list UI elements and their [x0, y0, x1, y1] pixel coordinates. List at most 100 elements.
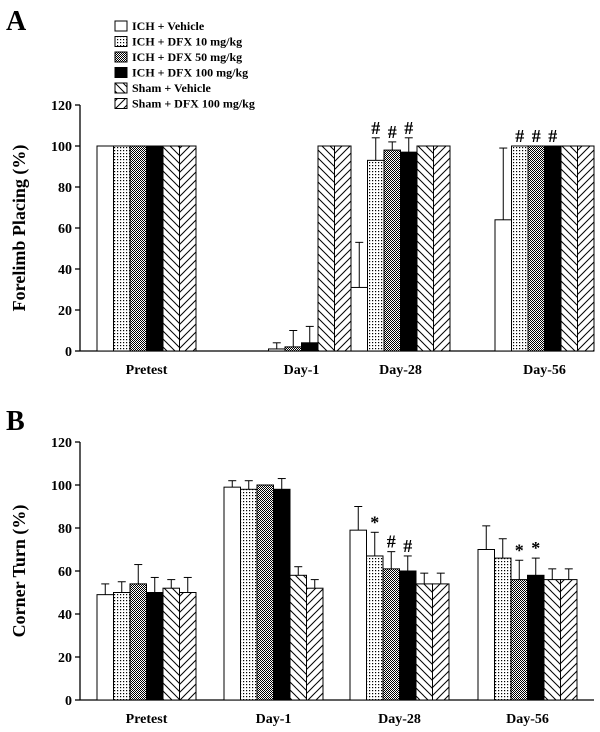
y-tick-label: 40: [58, 608, 72, 623]
bar: [510, 579, 528, 701]
bar: [350, 286, 368, 352]
bar: [162, 587, 180, 701]
bar: [96, 145, 114, 352]
y-tick-label: 40: [58, 263, 72, 278]
bar: [367, 159, 385, 352]
bar: [334, 145, 352, 352]
x-category-label: Day-1: [256, 712, 292, 727]
bar: [268, 348, 286, 352]
x-category-label: Day-1: [284, 363, 320, 378]
bar: [289, 574, 307, 701]
bar: [146, 145, 164, 352]
panel-b-letter: B: [6, 406, 25, 437]
bar: [301, 342, 319, 352]
bar: [494, 557, 512, 701]
bar: [544, 145, 562, 352]
legend-swatch: [114, 20, 128, 32]
bar: [256, 484, 274, 701]
y-tick-label: 60: [58, 565, 72, 580]
bar: [96, 594, 114, 701]
y-tick-label: 60: [58, 222, 72, 237]
y-axis-title: Corner Turn (%): [9, 505, 30, 638]
bar: [543, 579, 561, 701]
bar: [129, 145, 147, 352]
bar: [366, 555, 384, 701]
y-tick-label: 120: [51, 436, 72, 451]
significance-marker: #: [371, 118, 380, 138]
legend-swatch: [114, 82, 128, 94]
bar: [577, 145, 595, 352]
bar: [560, 579, 578, 701]
panel-b-chart: 0 20 40 60 80 100 120 Corner Turn (%) Pretest Day…: [9, 436, 594, 727]
bar: [383, 149, 401, 352]
bar: [560, 145, 578, 352]
legend-swatch: [114, 36, 128, 47]
bar: [399, 570, 417, 701]
bar: [527, 145, 545, 352]
x-category-label: Pretest: [126, 363, 168, 378]
y-tick-label: 120: [51, 99, 72, 114]
bar: [306, 587, 324, 701]
bar: [162, 145, 180, 352]
significance-marker: *: [531, 538, 540, 558]
significance-marker: #: [387, 532, 396, 552]
bar: [349, 529, 367, 701]
y-tick-label: 100: [51, 140, 72, 155]
bar: [223, 486, 241, 701]
bar: [273, 488, 291, 701]
x-category-label: Day-28: [378, 712, 421, 727]
significance-marker: #: [532, 126, 541, 146]
bar: [179, 592, 197, 701]
x-category-label: Pretest: [126, 712, 168, 727]
bar: [317, 145, 335, 352]
bar: [415, 583, 433, 701]
significance-marker: #: [515, 126, 524, 146]
bar: [433, 145, 451, 352]
panel-a-chart: 0 20 40 60 80 100 120 Forelimb Placing (%) Prete…: [9, 99, 595, 378]
significance-marker: #: [404, 118, 413, 138]
bar: [432, 583, 450, 701]
panel-a-letter: A: [6, 6, 27, 37]
bar: [511, 145, 529, 352]
bar: [416, 145, 434, 352]
bar: [284, 346, 302, 352]
legend-swatch: [114, 67, 128, 78]
bar: [113, 145, 131, 352]
bar: [400, 151, 418, 352]
x-category-label: Day-56: [506, 712, 549, 727]
y-tick-label: 0: [65, 694, 72, 709]
y-tick-label: 20: [58, 651, 72, 666]
y-tick-label: 100: [51, 479, 72, 494]
bar: [129, 583, 147, 701]
legend-label: ICH + DFX 10 mg/kg: [132, 35, 242, 49]
significance-marker: #: [388, 122, 397, 142]
significance-marker: *: [370, 512, 379, 532]
bar: [179, 145, 197, 352]
bar: [527, 574, 545, 701]
y-tick-label: 80: [58, 181, 72, 196]
bar: [113, 592, 131, 701]
legend-label: Sham + Vehicle: [132, 81, 212, 95]
x-category-label: Day-28: [379, 363, 422, 378]
x-category-label: Day-56: [523, 363, 566, 378]
legend-label: ICH + DFX 50 mg/kg: [132, 50, 242, 64]
bar: [477, 549, 495, 701]
y-tick-label: 20: [58, 304, 72, 319]
bar: [494, 219, 512, 352]
legend-swatch: [114, 51, 128, 63]
significance-marker: #: [403, 536, 412, 556]
bar: [382, 568, 400, 701]
legend-swatch: [114, 98, 128, 109]
y-tick-label: 0: [65, 345, 72, 360]
y-axis-title: Forelimb Placing (%): [9, 145, 30, 312]
bar: [240, 488, 258, 701]
legend-label: ICH + DFX 100 mg/kg: [132, 66, 248, 80]
bar: [146, 592, 164, 701]
significance-marker: *: [515, 540, 524, 560]
y-tick-label: 80: [58, 522, 72, 537]
legend-label: Sham + DFX 100 mg/kg: [132, 97, 255, 111]
legend-label: ICH + Vehicle: [132, 19, 205, 33]
significance-marker: #: [548, 126, 557, 146]
